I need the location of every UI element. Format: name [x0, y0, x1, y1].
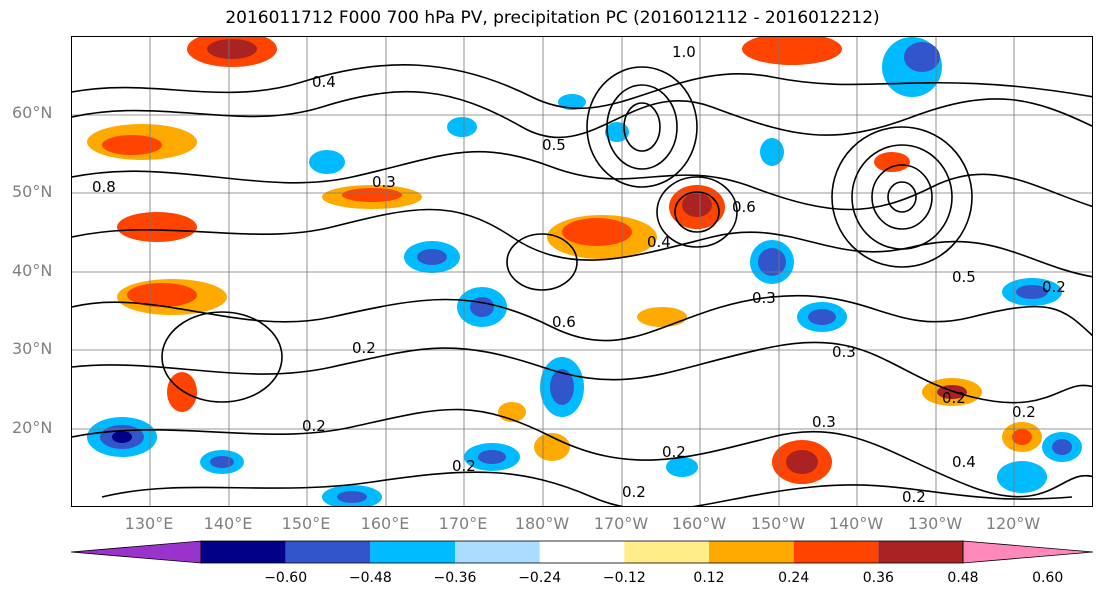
- svg-text:0.2: 0.2: [622, 483, 646, 501]
- svg-text:1.0: 1.0: [672, 43, 696, 61]
- colorbar-segment: [201, 541, 286, 563]
- lon-label-130w: 130°W: [907, 514, 963, 533]
- svg-text:0.5: 0.5: [952, 268, 976, 286]
- lon-label-140w: 140°W: [828, 514, 884, 533]
- lon-label-170e: 170°E: [438, 514, 488, 533]
- svg-text:0.3: 0.3: [752, 289, 776, 307]
- svg-text:0.2: 0.2: [1012, 403, 1036, 421]
- map-canvas: 0.4 0.8 0.3 0.4 0.5 0.6 0.2 0.2 0.2 0.2 …: [72, 37, 1092, 506]
- colorbar-segment: [624, 541, 709, 563]
- lon-label-150w: 150°W: [750, 514, 806, 533]
- svg-text:0.2: 0.2: [352, 339, 376, 357]
- svg-text:0.2: 0.2: [942, 389, 966, 407]
- lat-label-20n: 20°N: [12, 418, 53, 437]
- lat-label-30n: 30°N: [12, 339, 53, 358]
- svg-text:0.5: 0.5: [542, 136, 566, 154]
- colorbar-tick-label: −0.12: [602, 570, 646, 586]
- svg-text:0.8: 0.8: [92, 178, 116, 196]
- colorbar-segment: [878, 541, 963, 563]
- colorbar-segment: [793, 541, 879, 563]
- map-title: 2016011712 F000 700 hPa PV, precipitatio…: [225, 8, 880, 28]
- svg-text:0.4: 0.4: [952, 453, 976, 471]
- colorbar-frame: [200, 540, 964, 564]
- lon-label-120w: 120°W: [985, 514, 1041, 533]
- colorbar-tick-label: −0.24: [518, 570, 562, 586]
- svg-text:0.6: 0.6: [732, 198, 756, 216]
- lon-label-140e: 140°E: [203, 514, 253, 533]
- svg-text:0.4: 0.4: [647, 233, 671, 251]
- lat-label-40n: 40°N: [12, 261, 53, 280]
- colorbar-segment: [370, 541, 455, 563]
- colorbar-tick-label: 0.12: [693, 570, 725, 586]
- lon-label-160e: 160°E: [360, 514, 410, 533]
- colorbar: [71, 540, 1094, 564]
- lat-label-50n: 50°N: [12, 182, 53, 201]
- map-panel: 0.4 0.8 0.3 0.4 0.5 0.6 0.2 0.2 0.2 0.2 …: [71, 36, 1093, 507]
- svg-text:0.2: 0.2: [302, 417, 326, 435]
- precip-anomaly-shading: [87, 37, 1082, 506]
- lon-label-130e: 130°E: [124, 514, 174, 533]
- lon-label-170w: 170°W: [593, 514, 649, 533]
- svg-text:0.2: 0.2: [902, 488, 926, 506]
- pv-contours: [72, 63, 1092, 506]
- svg-text:0.6: 0.6: [552, 313, 576, 331]
- graticule: [72, 37, 1092, 506]
- colorbar-tick-label: −0.48: [348, 570, 392, 586]
- colorbar-extend-low: [71, 540, 202, 564]
- svg-text:0.4: 0.4: [312, 73, 336, 91]
- colorbar-extend-high: [962, 540, 1094, 564]
- lon-label-160w: 160°W: [671, 514, 727, 533]
- colorbar-tick-label: 0.48: [947, 570, 979, 586]
- colorbar-tick-label: 0.24: [778, 570, 810, 586]
- colorbar-segment: [709, 541, 794, 563]
- lon-label-180w: 180°W: [514, 514, 570, 533]
- svg-text:0.2: 0.2: [662, 443, 686, 461]
- colorbar-tick-label: −0.36: [433, 570, 477, 586]
- colorbar-segment: [455, 541, 540, 563]
- lon-label-150e: 150°E: [281, 514, 331, 533]
- colorbar-segment: [285, 541, 371, 563]
- lat-label-60n: 60°N: [12, 103, 53, 122]
- colorbar-tick-label: 0.60: [1032, 570, 1064, 586]
- svg-text:0.3: 0.3: [812, 413, 836, 431]
- svg-text:0.3: 0.3: [832, 343, 856, 361]
- colorbar-tick-label: −0.60: [264, 570, 308, 586]
- svg-text:0.2: 0.2: [1042, 278, 1066, 296]
- svg-text:0.2: 0.2: [452, 457, 476, 475]
- colorbar-segment: [539, 541, 625, 563]
- colorbar-tick-label: 0.36: [862, 570, 894, 586]
- contour-labels: 0.4 0.8 0.3 0.4 0.5 0.6 0.2 0.2 0.2 0.2 …: [92, 43, 1066, 506]
- svg-text:0.3: 0.3: [372, 173, 396, 191]
